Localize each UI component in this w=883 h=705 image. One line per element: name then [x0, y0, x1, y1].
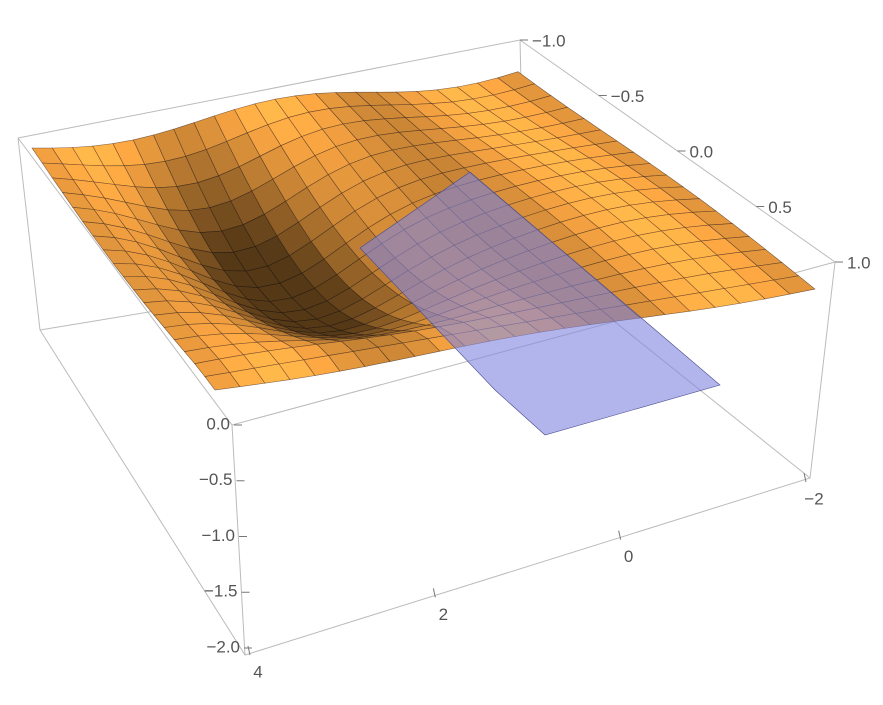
box-edge: [17, 137, 233, 426]
y-tick-label: 1.0: [847, 253, 871, 272]
z-tick-label: −1.0: [201, 526, 235, 545]
z-tick-label: 0.0: [206, 414, 230, 433]
box-edge: [231, 424, 246, 656]
x-tick-label: 2: [439, 605, 448, 624]
z-tick-label: −1.5: [204, 582, 238, 601]
surface: [31, 71, 816, 436]
x-tick: [247, 645, 251, 656]
y-tick-label: −1.0: [532, 31, 566, 50]
z-tick-label: −0.5: [199, 470, 233, 489]
x-tick-label: 4: [253, 662, 262, 681]
x-tick: [432, 588, 436, 598]
x-tick: [803, 472, 807, 483]
y-tick-label: 0.0: [690, 142, 714, 161]
surface-patch: [773, 275, 816, 295]
z-tick-label: −2.0: [206, 637, 240, 656]
x-tick-label: 0: [624, 547, 633, 566]
x-tick: [618, 530, 622, 540]
y-tick-label: 0.5: [768, 198, 792, 217]
x-tick-label: −2: [804, 489, 823, 508]
plane: [359, 171, 721, 436]
y-tick-label: −0.5: [611, 87, 645, 106]
axes: −1.0 −0.5 0.0 0.5 1.0 −2.0 −1.5 −1.0 −0.5 0.0 −2 0 2…: [199, 31, 871, 681]
